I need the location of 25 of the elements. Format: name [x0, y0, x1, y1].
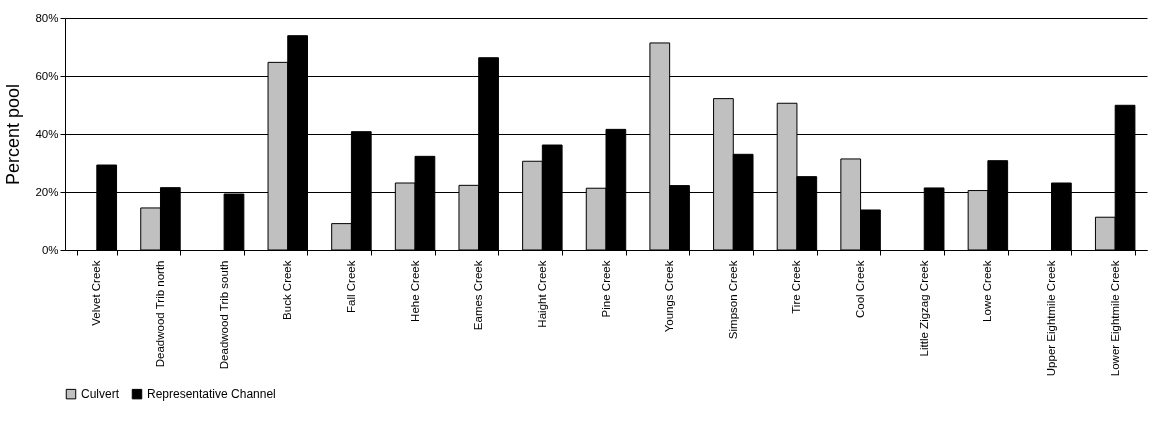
y-tick-label: 20%: [35, 185, 59, 198]
y-tick-label: 80%: [35, 11, 59, 24]
x-tick-label: Upper Eightmile Creek: [1045, 260, 1058, 377]
x-tick-label: Little Zigzag Creek: [917, 260, 930, 357]
x-tick-label: Haight Creek: [535, 260, 548, 328]
y-axis-title: Percent pool: [3, 83, 24, 186]
x-tick-label: Simpson Creek: [726, 260, 739, 340]
x-tick-label: Fall Creek: [344, 260, 357, 313]
x-tick-label: Cool Creek: [854, 260, 867, 319]
y-tick-label: 0%: [41, 243, 59, 256]
x-tick-label: Tire Creek: [790, 260, 803, 314]
x-tick-label: Pine Creek: [599, 260, 612, 318]
x-tick-label: Youngs Creek: [663, 260, 676, 333]
y-tick-label: 40%: [35, 127, 59, 140]
legend-label: Culvert: [81, 387, 120, 402]
legend-label: Representative Channel: [147, 387, 276, 402]
x-tick-label: Lowe Creek: [981, 260, 994, 322]
x-tick-label: Velvet Creek: [90, 260, 103, 326]
x-tick-label: Lower Eightmile Creek: [1108, 260, 1121, 377]
x-tick-label: Eames Creek: [472, 260, 485, 331]
x-tick-label: Buck Creek: [281, 260, 294, 320]
x-tick-label: Deadwood Trib north: [153, 260, 166, 368]
y-tick-label: 60%: [35, 69, 59, 82]
x-tick-label: Hehe Creek: [408, 260, 421, 322]
x-tick-label: Deadwood Trib south: [217, 260, 230, 370]
